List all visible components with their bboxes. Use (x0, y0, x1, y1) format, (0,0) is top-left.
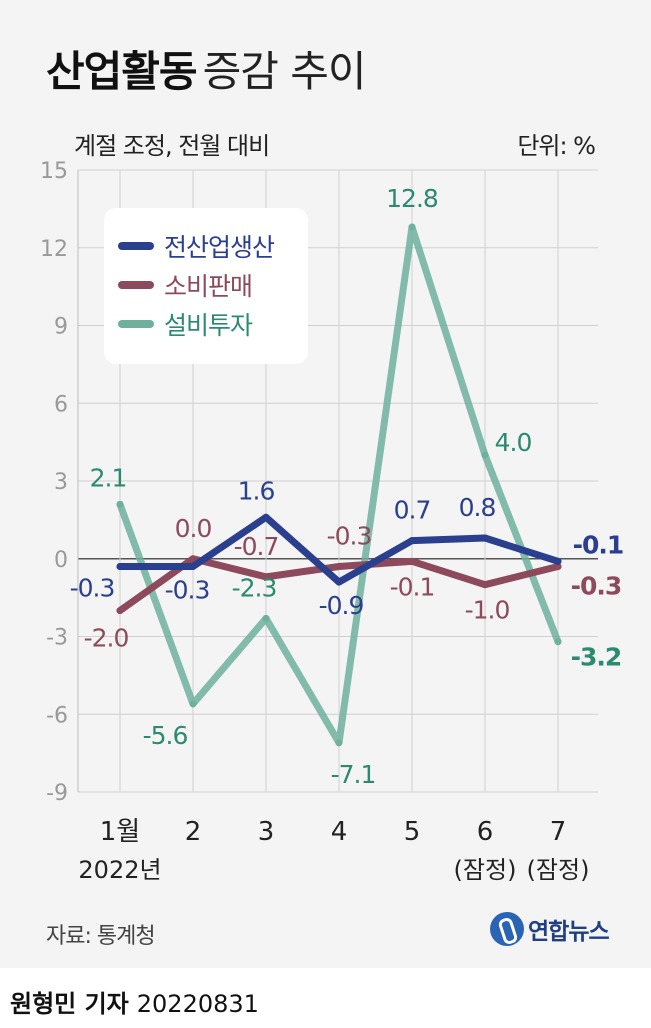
data-point (481, 534, 489, 542)
reporter-name: 원형민 기자 (10, 990, 129, 1018)
y-tick-label: -3 (46, 626, 68, 651)
data-label-consumption: -1.0 (465, 596, 510, 625)
data-label-investment: -3.2 (571, 643, 622, 672)
data-label-production: 0.7 (394, 496, 431, 525)
data-point (262, 573, 270, 581)
x-tick-sublabel: (잠정) (527, 856, 590, 884)
data-label-consumption: -0.3 (571, 572, 622, 601)
data-label-investment: -2.3 (232, 573, 277, 602)
chart-panel (0, 0, 651, 968)
data-point (335, 578, 343, 586)
data-point (189, 563, 197, 571)
data-point (335, 739, 343, 747)
x-tick-sublabel: 2022년 (78, 856, 161, 884)
legend-swatch-consumption (118, 280, 154, 289)
data-point (554, 638, 562, 646)
byline: 원형민 기자 20220831 (10, 984, 259, 1019)
chart-legend: 전산업생산 소비판매 설비투자 (104, 208, 308, 364)
data-label-production: 0.8 (459, 493, 496, 522)
data-point (554, 563, 562, 571)
x-tick-label: 3 (258, 817, 275, 847)
x-tick-label: 6 (477, 817, 494, 847)
data-point (408, 557, 416, 565)
data-label-consumption: -0.1 (390, 572, 435, 601)
y-tick-label: 9 (54, 315, 68, 340)
data-point (554, 557, 562, 565)
data-label-production: -0.3 (70, 574, 115, 603)
title-bold: 산업활동 (46, 47, 198, 96)
data-label-investment: -7.1 (331, 760, 376, 789)
x-tick-label: 2 (185, 817, 202, 847)
x-tick-label: 4 (331, 817, 348, 847)
legend-label-investment: 설비투자 (164, 310, 253, 340)
y-tick-label: 12 (40, 237, 68, 262)
y-tick-label: -6 (46, 703, 68, 728)
data-point (335, 563, 343, 571)
legend-item-investment: 설비투자 (118, 304, 308, 343)
chart-subtitle: 계절 조정, 전월 대비 (74, 132, 270, 160)
x-tick-label: 7 (550, 817, 567, 847)
x-tick-sublabel: (잠정) (454, 856, 517, 884)
yonhap-logo: 연합뉴스 (490, 912, 610, 946)
data-label-production: -0.3 (165, 576, 210, 605)
data-label-production: 1.6 (238, 476, 275, 505)
data-point (481, 581, 489, 589)
data-point (189, 700, 197, 708)
y-tick-label: 0 (54, 548, 68, 573)
data-point (262, 614, 270, 622)
data-label-investment: 12.8 (386, 184, 438, 213)
y-tick-label: 6 (54, 392, 68, 417)
legend-label-consumption: 소비판매 (164, 271, 253, 301)
y-tick-label: 15 (40, 159, 68, 184)
data-label-consumption: -2.0 (84, 624, 129, 653)
data-point (408, 537, 416, 545)
data-point (408, 223, 416, 231)
x-tick-label: 1월 (100, 817, 140, 847)
data-point (189, 555, 197, 563)
data-label-production: -0.9 (319, 591, 364, 620)
legend-label-production: 전산업생산 (164, 232, 275, 262)
page-title: 산업활동 증감 추이 (46, 38, 367, 99)
unit-label: 단위: % (517, 132, 596, 160)
data-label-investment: 4.0 (495, 428, 532, 457)
title-light: 증감 추이 (202, 47, 367, 96)
data-point (481, 451, 489, 459)
y-tick-label: 3 (54, 470, 68, 495)
yonhap-logo-icon (490, 912, 524, 946)
legend-item-production: 전산업생산 (118, 226, 308, 265)
data-point (116, 500, 124, 508)
data-label-investment: -5.6 (143, 721, 188, 750)
data-label-production: -0.1 (573, 530, 624, 559)
source-note: 자료: 통계청 (46, 924, 156, 949)
y-tick-label: -9 (46, 781, 68, 806)
x-tick-label: 5 (404, 817, 421, 847)
logo-text: 연합뉴스 (528, 919, 610, 945)
data-label-investment: 2.1 (90, 463, 127, 492)
publish-date: 20220831 (136, 990, 259, 1018)
data-label-consumption: -0.7 (234, 532, 279, 561)
data-point (116, 607, 124, 615)
legend-swatch-production (118, 241, 154, 250)
data-point (262, 513, 270, 521)
data-label-consumption: -0.3 (327, 522, 372, 551)
legend-item-consumption: 소비판매 (118, 265, 308, 304)
data-point (116, 563, 124, 571)
legend-swatch-investment (118, 319, 154, 328)
data-label-consumption: 0.0 (175, 514, 212, 543)
